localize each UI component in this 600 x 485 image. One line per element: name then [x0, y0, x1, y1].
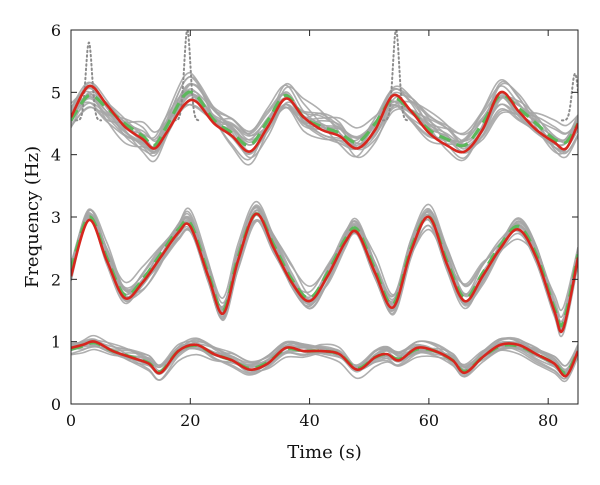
ensemble-curve	[71, 336, 578, 377]
ensemble-curve	[71, 209, 578, 332]
x-tick-label: 20	[180, 411, 200, 430]
ensemble-curve	[71, 95, 578, 154]
series-lines	[71, 84, 578, 378]
solid-series-line	[71, 84, 578, 154]
x-tick-label: 60	[419, 411, 439, 430]
x-tick-label: 80	[538, 411, 558, 430]
ensemble-curve	[71, 80, 578, 160]
spike-curve	[173, 30, 201, 122]
ensemble-curve	[71, 93, 578, 145]
y-axis-label: Frequency (Hz)	[22, 146, 43, 288]
x-tick-label: 40	[299, 411, 319, 430]
ticks: 0 20 40 60 80 0 1 2 3 4 5 6	[51, 21, 578, 430]
x-axis-label: Time (s)	[287, 442, 362, 463]
ensemble-curve	[71, 88, 578, 155]
dashed-series-line	[71, 212, 578, 328]
y-tick-label: 5	[51, 83, 61, 102]
solid-series-line	[71, 212, 578, 333]
ensemble-curve	[71, 81, 578, 163]
ensemble-curve	[71, 206, 578, 325]
dashed-series-line	[71, 90, 578, 148]
ensemble-curve	[71, 205, 578, 326]
y-tick-label: 2	[51, 270, 61, 289]
x-tick-label: 0	[66, 411, 76, 430]
y-tick-label: 0	[51, 395, 61, 414]
ensemble-curve	[71, 204, 578, 318]
y-tick-label: 4	[51, 146, 61, 165]
y-tick-label: 6	[51, 21, 61, 40]
spike-curve	[74, 41, 103, 122]
y-tick-label: 1	[51, 333, 61, 352]
spike-curve	[381, 30, 410, 122]
y-tick-label: 3	[51, 208, 61, 227]
plot-area	[71, 30, 578, 383]
spike-curve	[560, 72, 578, 122]
spike-curves	[74, 30, 578, 122]
ensemble-curves	[71, 71, 578, 383]
ensemble-curve	[71, 207, 578, 313]
solid-series-line	[71, 340, 578, 378]
